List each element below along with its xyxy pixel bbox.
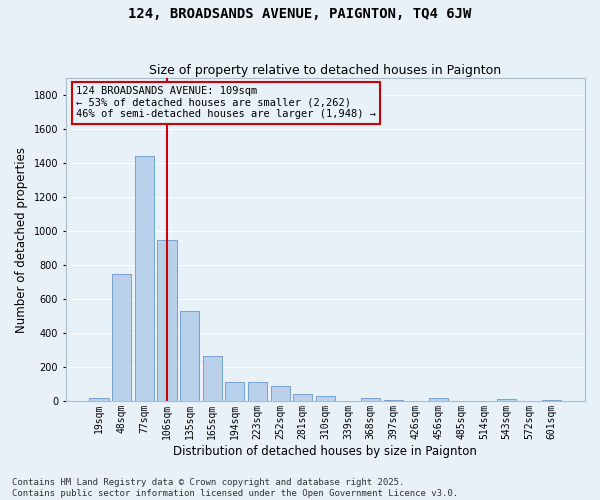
- Bar: [180, 311, 199, 401]
- Text: 124, BROADSANDS AVENUE, PAIGNTON, TQ4 6JW: 124, BROADSANDS AVENUE, PAIGNTON, TQ4 6J…: [128, 8, 472, 22]
- Text: Contains HM Land Registry data © Crown copyright and database right 2025.
Contai: Contains HM Land Registry data © Crown c…: [12, 478, 458, 498]
- Bar: [89, 398, 109, 401]
- Bar: [134, 156, 154, 401]
- Bar: [316, 396, 335, 401]
- X-axis label: Distribution of detached houses by size in Paignton: Distribution of detached houses by size …: [173, 444, 478, 458]
- Bar: [157, 240, 176, 401]
- Bar: [429, 398, 448, 401]
- Text: 124 BROADSANDS AVENUE: 109sqm
← 53% of detached houses are smaller (2,262)
46% o: 124 BROADSANDS AVENUE: 109sqm ← 53% of d…: [76, 86, 376, 120]
- Bar: [497, 399, 516, 401]
- Bar: [203, 356, 222, 401]
- Bar: [225, 382, 244, 401]
- Bar: [361, 398, 380, 401]
- Bar: [384, 400, 403, 401]
- Bar: [542, 400, 562, 401]
- Bar: [112, 274, 131, 401]
- Bar: [271, 386, 290, 401]
- Y-axis label: Number of detached properties: Number of detached properties: [15, 146, 28, 332]
- Bar: [293, 394, 313, 401]
- Bar: [248, 382, 267, 401]
- Title: Size of property relative to detached houses in Paignton: Size of property relative to detached ho…: [149, 64, 502, 77]
